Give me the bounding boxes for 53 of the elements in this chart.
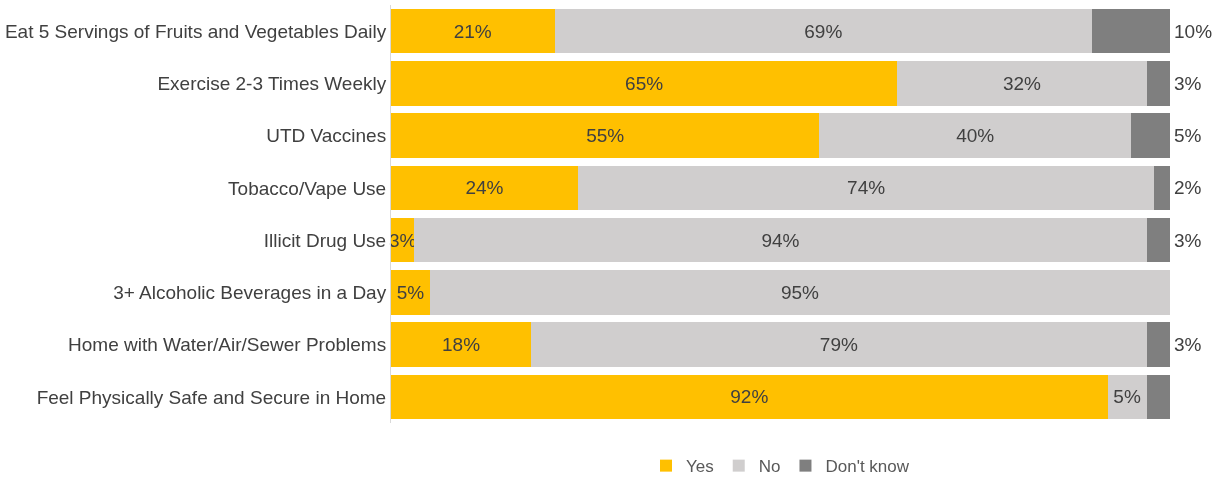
y-tick-label: Illicit Drug Use <box>263 229 387 251</box>
bar <box>414 217 1147 263</box>
bar <box>819 113 1132 158</box>
bar <box>1146 217 1170 263</box>
bar <box>897 61 1147 106</box>
data-label: 94% <box>761 229 800 251</box>
bar <box>1146 374 1170 420</box>
bar <box>429 270 1170 315</box>
y-tick-label: Feel Physically Safe and Secure in Home <box>36 386 387 408</box>
bar <box>391 374 1108 420</box>
bar <box>1092 8 1170 54</box>
data-label: 65% <box>625 72 664 94</box>
data-label: 3% <box>1174 334 1202 355</box>
bar <box>391 8 555 54</box>
legend-label: No <box>758 457 781 477</box>
legend-label: Don't know <box>825 457 910 477</box>
data-label: 21% <box>453 20 492 42</box>
bar <box>1154 165 1170 211</box>
y-tick-label: Tobacco/Vape Use <box>228 177 387 199</box>
bar <box>391 270 430 315</box>
bar <box>391 61 898 106</box>
data-label: 79% <box>819 334 858 356</box>
bar <box>531 322 1147 367</box>
bar <box>1146 61 1170 106</box>
data-label: 74% <box>847 177 886 199</box>
bar <box>1131 113 1170 158</box>
y-tick-label: 3+ Alcoholic Beverages in a Day <box>113 282 387 304</box>
y-tick-label: Exercise 2-3 Times Weekly <box>157 73 387 95</box>
data-label: 3% <box>1174 230 1202 251</box>
data-label: 18% <box>442 334 481 356</box>
data-label: 40% <box>956 125 995 147</box>
data-label: 10% <box>1174 21 1213 42</box>
bar <box>391 113 820 158</box>
y-tick-label: Eat 5 Servings of Fruits and Vegetables Daily <box>4 20 387 42</box>
data-label: 5% <box>396 281 425 303</box>
bar <box>577 165 1155 211</box>
data-label: 2% <box>1174 177 1202 198</box>
y-tick-label: Home with Water/Air/Sewer Problems <box>68 334 387 356</box>
data-label: 5% <box>1174 125 1202 146</box>
bar <box>1146 322 1170 367</box>
bar <box>391 165 578 211</box>
bar <box>554 8 1093 54</box>
data-label: 5% <box>1113 386 1141 408</box>
data-label: 24% <box>465 177 504 199</box>
data-label: 69% <box>804 20 843 42</box>
bar <box>391 322 532 367</box>
data-label: 92% <box>730 386 769 408</box>
legend-label: Yes <box>686 457 714 477</box>
data-label: 32% <box>1002 72 1042 94</box>
data-label: 3% <box>1174 73 1202 94</box>
data-label: 95% <box>780 281 820 303</box>
data-label: 55% <box>586 125 625 147</box>
y-tick-label: UTD Vaccines <box>266 125 387 147</box>
